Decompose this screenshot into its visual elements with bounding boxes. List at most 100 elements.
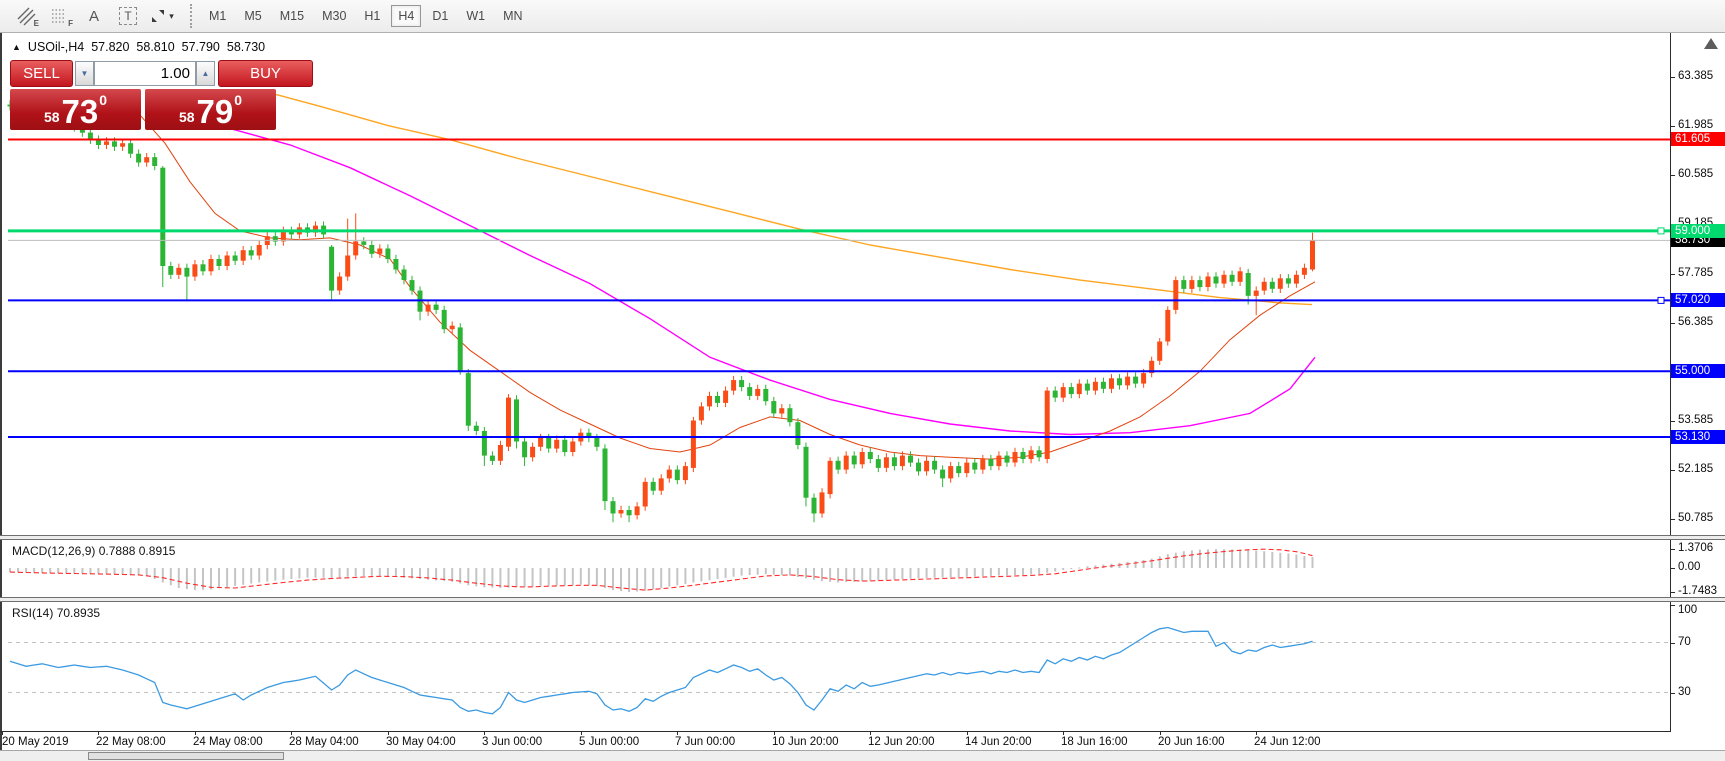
candle <box>690 420 696 468</box>
tf-h1[interactable]: H1 <box>364 9 381 23</box>
tf-m1[interactable]: M1 <box>209 9 227 23</box>
text-box-icon[interactable]: T <box>112 3 144 29</box>
candle <box>329 246 335 291</box>
candle <box>481 431 487 456</box>
pattern-tool-icon[interactable]: E <box>10 3 42 29</box>
candle <box>1044 390 1050 459</box>
ask-price-button[interactable]: 58 79 0 <box>145 89 276 130</box>
scrollbar-thumb[interactable] <box>88 752 284 760</box>
macd-bar <box>595 568 598 586</box>
rsi-tick-mark <box>1670 643 1675 644</box>
macd-bar <box>475 568 478 587</box>
sell-button[interactable]: SELL <box>10 60 73 87</box>
candle <box>924 460 930 472</box>
price-tick-label: 61.985 <box>1678 119 1714 131</box>
ask-prefix: 58 <box>178 108 195 125</box>
macd-bar <box>1255 550 1258 568</box>
rsi-tick-label: 100 <box>1678 604 1698 616</box>
bid-price-button[interactable]: 58 73 0 <box>10 89 141 130</box>
candle <box>79 127 85 133</box>
macd-bar <box>1054 568 1057 572</box>
time-tick-label: 22 May 08:00 <box>96 736 166 748</box>
horizontal-scrollbar[interactable] <box>0 750 1725 761</box>
tf-m30[interactable]: M30 <box>322 9 347 23</box>
candle <box>497 445 503 461</box>
macd-bar <box>25 568 28 573</box>
ma-mid-magenta <box>231 128 1316 436</box>
macd-bar <box>700 568 703 582</box>
macd-bar <box>290 568 293 579</box>
time-tick-mark <box>967 731 968 735</box>
toolbar-separator <box>190 4 194 28</box>
candle <box>642 481 648 507</box>
macd-bar <box>274 568 277 581</box>
candle <box>1293 274 1299 284</box>
panel-separator-rsi[interactable] <box>0 597 1725 602</box>
tf-m5[interactable]: M5 <box>244 9 262 23</box>
candle <box>1237 271 1243 282</box>
macd-bar <box>660 568 663 588</box>
rsi-values: 70.8935 <box>56 606 101 620</box>
time-tick-mark <box>1256 731 1257 735</box>
candle <box>980 459 986 470</box>
chart-shift-marker[interactable] <box>1704 38 1718 49</box>
candle <box>1229 274 1235 282</box>
macd-bar <box>1190 550 1193 568</box>
macd-bar <box>1174 552 1177 568</box>
volume-decrease-button[interactable]: ▼ <box>75 61 94 86</box>
candle <box>964 462 970 474</box>
tf-h4[interactable]: H4 <box>391 5 422 27</box>
macd-bar <box>306 568 309 578</box>
candle <box>562 439 568 453</box>
price-tick-mark <box>1670 470 1675 471</box>
macd-bar <box>242 568 245 585</box>
macd-bar <box>419 568 421 579</box>
candle <box>192 264 198 277</box>
candle <box>176 267 182 275</box>
text-label-icon[interactable]: A <box>88 7 99 25</box>
macd-bar <box>1142 559 1145 568</box>
macd-bar <box>853 568 856 582</box>
candle <box>795 422 801 445</box>
candle <box>956 466 962 474</box>
macd-signal-line <box>9 548 1313 591</box>
macd-bar <box>346 568 349 577</box>
tf-m15[interactable]: M15 <box>279 9 305 23</box>
macd-bar <box>202 568 204 590</box>
time-tick-label: 18 Jun 16:00 <box>1061 736 1128 748</box>
candle <box>546 438 552 449</box>
panel-separator-macd[interactable] <box>0 535 1725 540</box>
volume-increase-button[interactable]: ▲ <box>196 61 215 86</box>
tf-mn[interactable]: MN <box>503 9 523 23</box>
grid-tool-icon[interactable]: F <box>44 3 76 29</box>
buy-button[interactable]: BUY <box>218 60 313 87</box>
hline-handle[interactable] <box>1657 227 1665 235</box>
candle <box>779 408 785 414</box>
hline-handle[interactable] <box>1657 296 1665 304</box>
candle <box>345 255 351 277</box>
volume-input[interactable] <box>94 61 196 86</box>
macd-bar <box>1038 568 1041 575</box>
macd-bar <box>129 568 132 575</box>
candle <box>932 460 938 470</box>
candle <box>369 245 375 254</box>
tf-d1[interactable]: D1 <box>432 9 449 23</box>
candle <box>393 259 399 270</box>
candle <box>256 245 262 256</box>
macd-bar <box>1014 568 1016 576</box>
candle <box>208 259 214 272</box>
macd-bar <box>1198 549 1201 568</box>
tf-w1[interactable]: W1 <box>466 9 486 23</box>
macd-bar <box>805 568 807 579</box>
macd-bar <box>41 568 44 573</box>
time-tick-mark <box>2 731 3 735</box>
candle <box>867 452 873 459</box>
rsi-tick-mark <box>1670 693 1675 694</box>
macd-bar <box>322 568 325 578</box>
arrows-tool-icon[interactable]: ▾ <box>146 3 178 29</box>
macd-tick-mark <box>1670 568 1675 569</box>
collapse-panel-icon[interactable]: ▲ <box>12 42 21 52</box>
macd-bar <box>845 568 848 583</box>
candle <box>280 230 286 242</box>
